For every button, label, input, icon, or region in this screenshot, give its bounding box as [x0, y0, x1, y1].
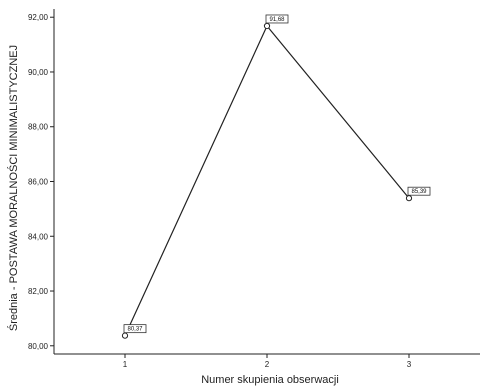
x-axis-title: Numer skupienia obserwacji: [201, 374, 339, 386]
y-tick-label: 82,00: [28, 287, 49, 296]
data-point: [405, 195, 413, 202]
data-point: [121, 332, 129, 339]
y-tick-label: 84,00: [28, 232, 49, 241]
y-axis: 80,00 82,00 84,00 86,00 88,00 90,00 92,00: [28, 9, 55, 354]
data-label-box: [123, 324, 147, 334]
series-line: [124, 24, 410, 336]
y-tick-label: 80,00: [28, 342, 49, 351]
y-tick-label: 92,00: [28, 13, 49, 22]
data-label: 80,37: [127, 327, 143, 333]
data-point: [263, 22, 271, 30]
series-group: 80,37 91,68 85,39: [121, 14, 431, 339]
data-label: 91,68: [269, 17, 285, 23]
y-axis-title: Średnia - POSTAWA MORALNOŚCI MINIMALISTY…: [7, 45, 20, 331]
y-tick-label: 86,00: [28, 178, 49, 187]
x-tick-label: 3: [407, 360, 412, 369]
y-tick-label: 88,00: [28, 123, 49, 132]
x-axis: 1 2 3: [54, 353, 480, 369]
data-label-box: [265, 14, 289, 24]
data-label: 85,39: [411, 189, 427, 195]
x-tick-label: 1: [123, 360, 128, 369]
data-label-box: [407, 186, 431, 196]
y-tick-label: 90,00: [28, 68, 49, 77]
x-tick-label: 2: [265, 360, 270, 369]
